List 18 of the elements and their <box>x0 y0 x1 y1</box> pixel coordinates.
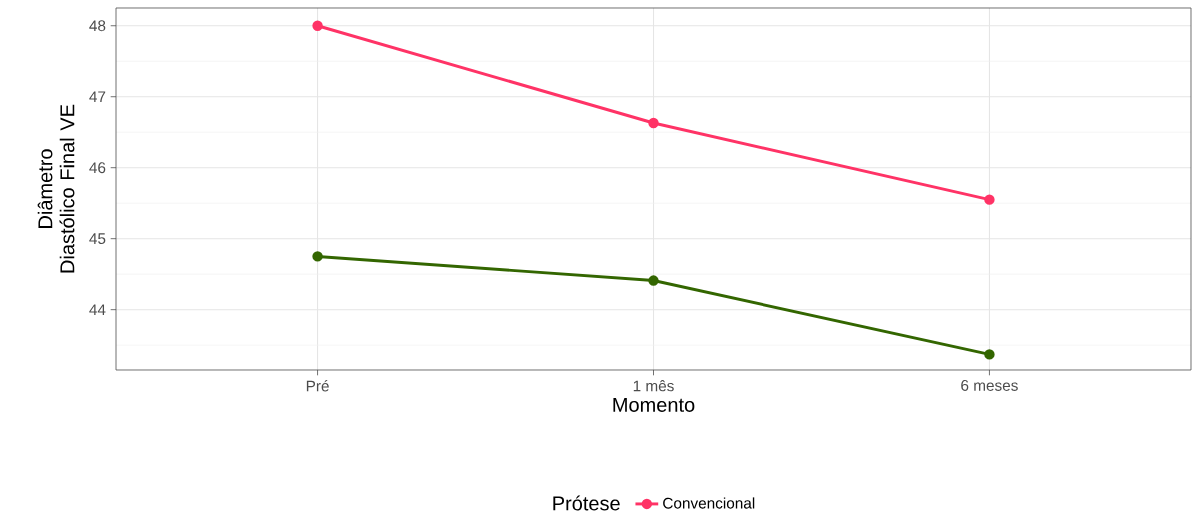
point <box>984 349 995 360</box>
x-tick-label: Pré <box>306 380 329 392</box>
point <box>648 275 659 286</box>
point <box>984 194 995 205</box>
y-tick-label: 47 <box>89 91 106 102</box>
legend-label: Convencional <box>663 497 755 509</box>
legend-title: Prótese <box>553 495 620 511</box>
x-axis-title: Momento <box>613 397 695 412</box>
y-tick-label: 46 <box>89 162 106 174</box>
x-tick-label: 6 meses <box>961 380 1018 391</box>
y-tick-label: 44 <box>89 304 106 315</box>
y-axis-title: Diâmetro Diastólico Final VE <box>37 104 75 273</box>
y-tick-label: 45 <box>89 233 106 245</box>
point <box>312 20 323 31</box>
x-tick-label: 1 mês <box>633 380 674 392</box>
point <box>312 251 323 262</box>
y-tick-label: 48 <box>89 20 106 32</box>
point <box>648 117 659 129</box>
